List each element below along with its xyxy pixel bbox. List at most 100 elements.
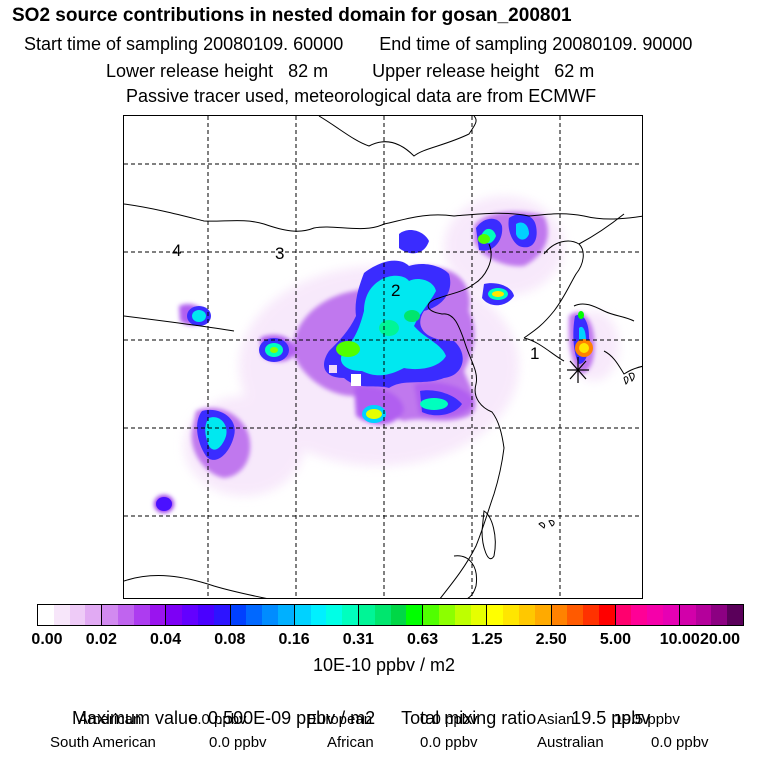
colorbar-tick-label: 0.08 <box>214 631 246 648</box>
colorbar-swatch <box>423 605 439 625</box>
colorbar-swatch <box>615 605 632 625</box>
colorbar-swatch <box>294 605 311 625</box>
colorbar-swatch <box>711 605 728 625</box>
plot-title: SO2 source contributions in nested domai… <box>12 5 572 26</box>
tracer-note: Passive tracer used, meteorological data… <box>126 86 597 106</box>
map-canvas: 1 2 3 4 <box>124 116 642 598</box>
european-label: European <box>307 711 373 728</box>
release-heights: Lower release height 82 m Upper release h… <box>106 61 594 82</box>
south-american-value: 0.0 ppbv <box>209 734 267 751</box>
colorbar-swatch <box>53 605 70 625</box>
asian-value: 19.5 ppbv <box>614 711 680 728</box>
map-panel: 1 2 3 4 <box>123 115 643 599</box>
colorbar-tick-label: 0.04 <box>149 631 182 648</box>
colorbar-swatch <box>438 605 455 625</box>
colorbar-tick-label: 20.00 <box>699 631 741 648</box>
colorbar-swatch <box>374 605 391 625</box>
colorbar-swatch <box>326 605 343 625</box>
colorbar-swatch <box>567 605 584 625</box>
start-sampling: Start time of sampling 20080109. 60000 <box>24 34 344 54</box>
colorbar-segment <box>357 605 423 625</box>
upper-release-height: Upper release height 62 m <box>372 61 595 81</box>
receptor-marker <box>567 357 589 383</box>
colorbar-swatch <box>262 605 278 625</box>
colorbar-swatch <box>85 605 102 625</box>
region-label-3: 3 <box>275 244 284 263</box>
european-value: 0.0 ppbv <box>420 711 478 728</box>
colorbar-swatch <box>358 605 375 625</box>
colorbar-swatch <box>117 605 134 625</box>
colorbar-swatch <box>647 605 664 625</box>
colorbar-segment <box>38 605 102 625</box>
colorbar-segment <box>422 605 487 625</box>
end-sampling: End time of sampling 20080109. 90000 <box>379 34 693 54</box>
colorbar-swatch <box>534 605 551 625</box>
lower-release-height: Lower release height 82 m <box>106 61 329 81</box>
colorbar-segment <box>101 605 166 625</box>
region-label-2: 2 <box>391 281 400 300</box>
asian-label: Asian <box>537 711 575 728</box>
colorbar-swatch <box>342 605 358 625</box>
max-value: Maximum value 0.500E-09 ppbv / m2 <box>72 708 376 728</box>
colorbar-segment <box>229 605 294 625</box>
colorbar-swatch <box>277 605 294 625</box>
colorbar-swatch <box>695 605 712 625</box>
colorbar-swatch <box>503 605 519 625</box>
colorbar-segment <box>678 605 744 625</box>
coastlines <box>124 116 642 598</box>
colorbar-tick-label: 0.31 <box>342 631 374 648</box>
colorbar-swatch <box>197 605 214 625</box>
colorbar-tick-label: 5.00 <box>599 631 632 648</box>
south-american-label: South American <box>50 734 156 751</box>
colorbar-swatch <box>133 605 150 625</box>
american-value: 0.0 ppbv <box>189 711 247 728</box>
plume-hotspots <box>270 234 593 423</box>
colorbar-swatch <box>69 605 86 625</box>
colorbar-swatch <box>149 605 166 625</box>
total-mixing-ratio: Total mixing ratio 19.5 ppbv <box>401 708 651 728</box>
colorbar-segment <box>550 605 615 625</box>
colorbar-swatch <box>454 605 471 625</box>
australian-label: Australian <box>537 734 604 751</box>
colorbar-swatch <box>310 605 327 625</box>
gridlines <box>124 116 642 598</box>
colorbar-swatch <box>631 605 648 625</box>
colorbar-tick-label: 0.00 <box>31 631 63 648</box>
colorbar-tick-label: 1.25 <box>471 631 503 648</box>
colorbar-swatch <box>246 605 263 625</box>
colorbar-segment <box>486 605 551 625</box>
colorbar-unit: 10E-10 ppbv / m2 <box>312 655 456 675</box>
colorbar-segment <box>614 605 679 625</box>
colorbar-tick-label: 0.63 <box>407 631 439 648</box>
colorbar-swatch <box>390 605 407 625</box>
colorbar-swatch <box>230 605 247 625</box>
colorbar <box>37 604 744 626</box>
american-label: American <box>78 711 142 728</box>
colorbar-tick-label: 0.16 <box>278 631 310 648</box>
colorbar-tick-label: 2.50 <box>535 631 567 648</box>
colorbar-swatch <box>182 605 198 625</box>
colorbar-swatch <box>406 605 423 625</box>
colorbar-tick-label: 10.00 <box>659 631 700 648</box>
colorbar-swatch <box>518 605 535 625</box>
summary-max: Maximum value 0.500E-09 ppbv / m2 Total m… <box>62 687 650 729</box>
african-label: African <box>327 734 374 751</box>
african-value: 0.0 ppbv <box>420 734 478 751</box>
colorbar-segment <box>165 605 230 625</box>
colorbar-swatch <box>213 605 230 625</box>
colorbar-swatch <box>727 605 744 625</box>
colorbar-swatch <box>102 605 118 625</box>
region-label-4: 4 <box>172 241 181 260</box>
australian-value: 0.0 ppbv <box>651 734 709 751</box>
colorbar-tick-label: 0.02 <box>85 631 117 648</box>
colorbar-swatch <box>663 605 679 625</box>
colorbar-swatch <box>583 605 599 625</box>
colorbar-swatch <box>679 605 696 625</box>
colorbar-segment <box>293 605 358 625</box>
colorbar-swatch <box>551 605 568 625</box>
colorbar-swatch <box>598 605 615 625</box>
colorbar-swatch <box>487 605 504 625</box>
sampling-times: Start time of sampling 20080109. 60000 En… <box>24 34 692 55</box>
colorbar-swatch <box>38 605 54 625</box>
region-label-1: 1 <box>530 344 539 363</box>
